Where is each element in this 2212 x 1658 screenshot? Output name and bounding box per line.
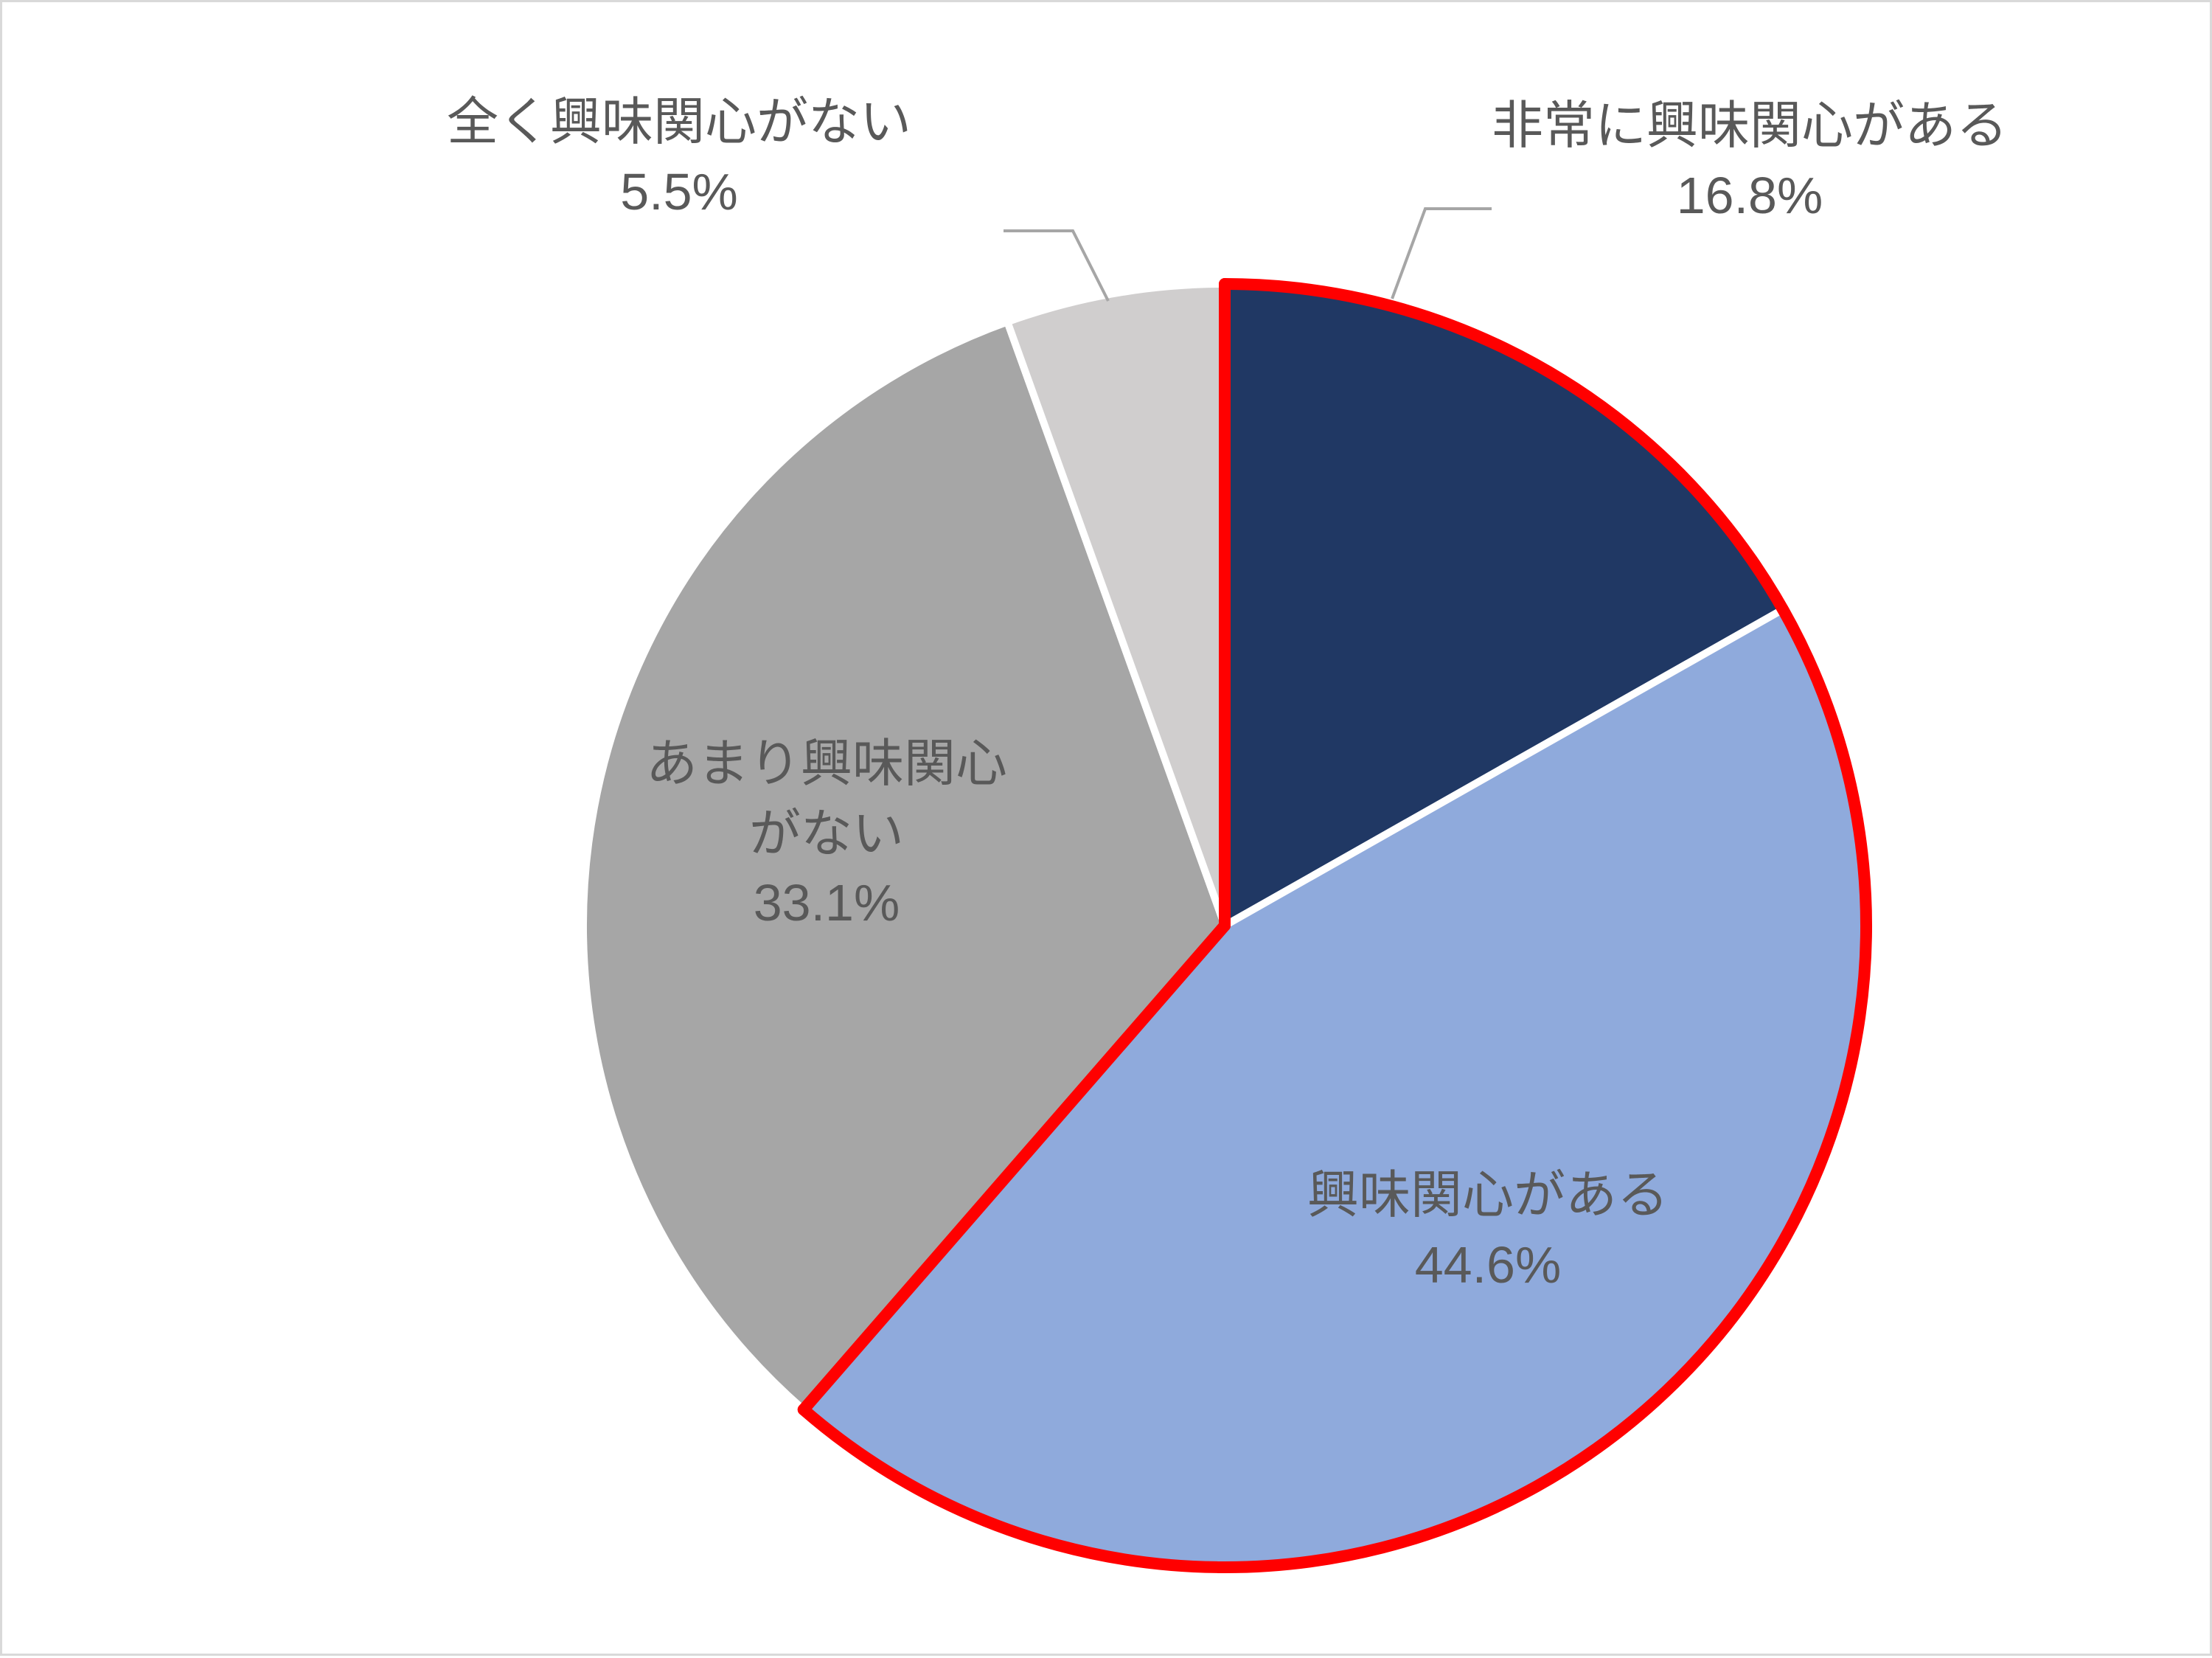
pie-label-name: あまり興味関心 がない [646,729,1007,868]
leader-line-very_interested [1392,209,1492,299]
pie-label-name: 興味関心がある [1307,1160,1669,1230]
pie-label-very_interested: 非常に興味関心がある16.8% [1492,91,2008,230]
pie-chart-frame: 非常に興味関心がある16.8% 興味関心がある44.6% あまり興味関心 がない33… [0,0,2212,1656]
pie-label-name: 非常に興味関心がある [1492,91,2008,161]
pie-label-interested: 興味関心がある44.6% [1307,1160,1669,1300]
pie-label-value: 5.5% [447,157,911,227]
leader-line-not_interested_at_all [1004,231,1108,301]
pie-label-value: 16.8% [1492,161,2008,231]
pie-label-not_very_interested: あまり興味関心 がない33.1% [646,729,1007,938]
pie-label-not_interested_at_all: 全く興味関心がない5.5% [447,87,911,226]
pie-label-name: 全く興味関心がない [447,87,911,157]
pie-chart-svg [2,2,2212,1658]
pie-label-value: 33.1% [646,868,1007,938]
pie-label-value: 44.6% [1307,1230,1669,1300]
